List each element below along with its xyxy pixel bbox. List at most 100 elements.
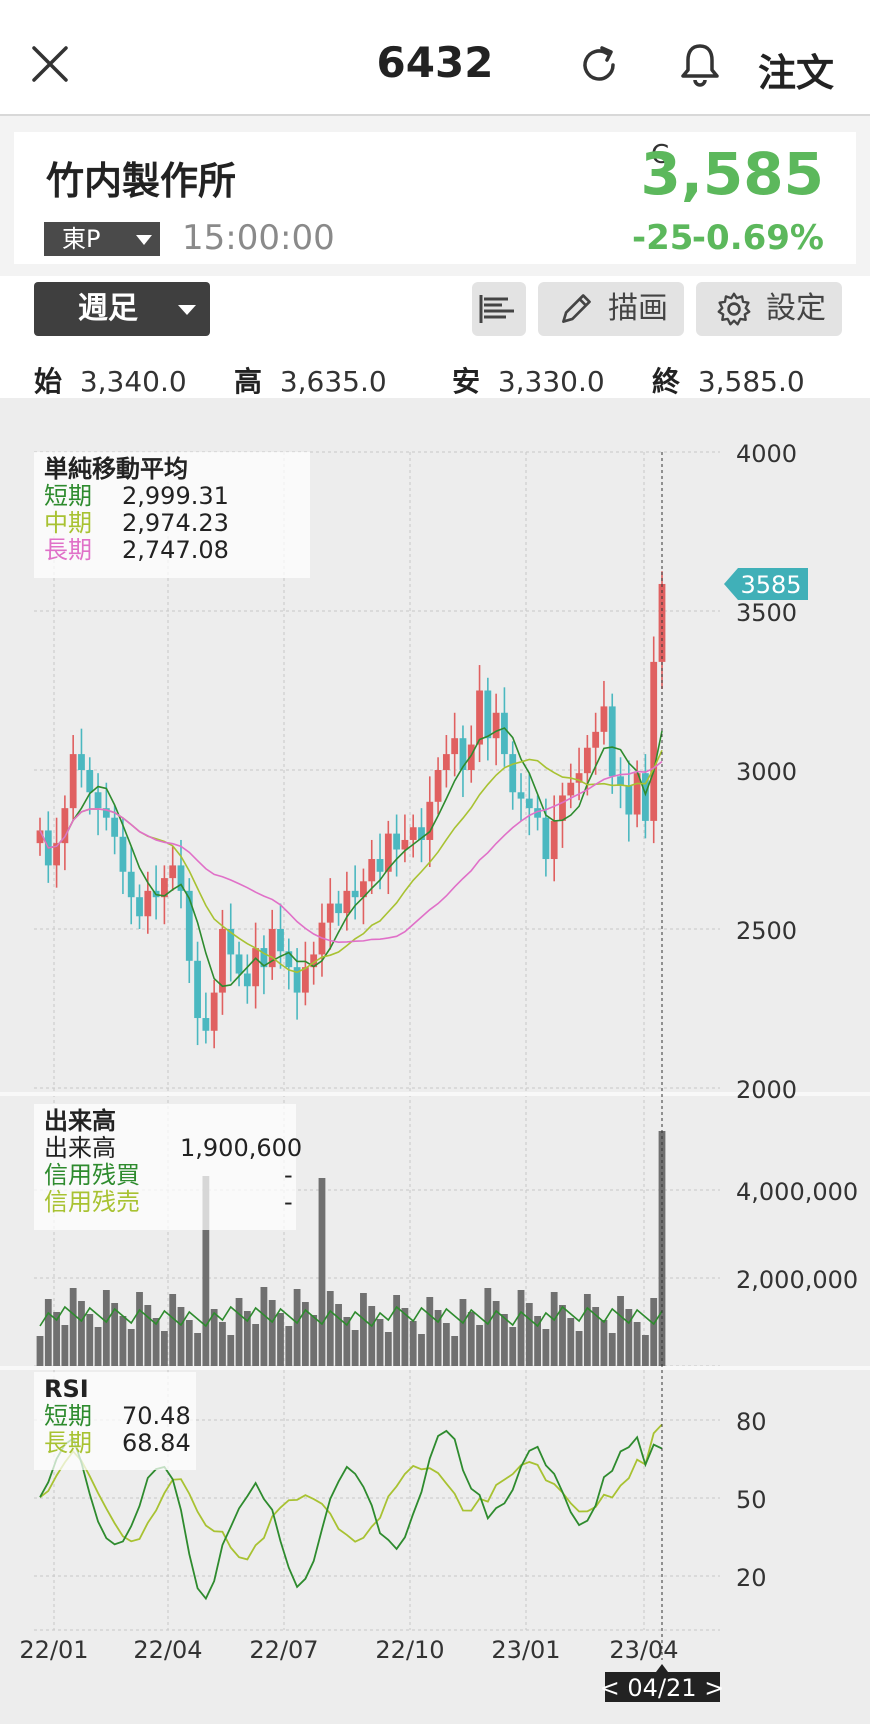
volume-bar — [293, 1289, 301, 1366]
candle-body — [451, 738, 459, 755]
volume-bar — [235, 1298, 243, 1366]
close-icon[interactable] — [28, 42, 72, 86]
candle-body — [252, 948, 260, 987]
candle-body — [418, 827, 425, 840]
candle-body — [360, 881, 367, 898]
volume-bar — [252, 1324, 260, 1366]
reload-icon[interactable] — [578, 44, 620, 86]
x-tick-label: 23/04 — [609, 1636, 678, 1664]
candle-body — [127, 871, 135, 898]
candle-body — [501, 712, 508, 755]
x-tick-label: 22/10 — [375, 1636, 444, 1664]
candle-body — [376, 859, 384, 872]
candle-body — [368, 859, 376, 882]
candle-body — [335, 903, 342, 914]
volume-bar — [650, 1298, 658, 1366]
volume-bar — [600, 1320, 608, 1366]
volume-bar — [343, 1317, 351, 1366]
volume-bar — [550, 1292, 558, 1366]
candle-body — [144, 890, 152, 917]
x-tick-label: 22/07 — [249, 1636, 318, 1664]
candle-body — [53, 843, 60, 866]
candle-body — [492, 712, 500, 739]
candle-body — [102, 808, 110, 818]
volume-bar — [426, 1297, 434, 1366]
candle-body — [243, 973, 251, 987]
draw-label: 描画 — [608, 291, 668, 326]
candle-body — [78, 754, 85, 770]
volume-bar — [559, 1305, 566, 1366]
rsi-legend-title: RSI — [44, 1375, 89, 1403]
volume-bar — [335, 1304, 342, 1366]
volume-row: 出来高 1,900,600 — [44, 1134, 303, 1162]
volume-bar — [451, 1336, 459, 1366]
pencil-icon — [562, 294, 591, 323]
chart-area[interactable] — [0, 398, 870, 1724]
candle-body — [293, 967, 301, 993]
volume-bar — [401, 1308, 409, 1366]
price-tick-label: 2000 — [736, 1076, 797, 1104]
candle-body — [409, 827, 417, 840]
volume-bar — [44, 1299, 52, 1366]
x-tick-label: 23/01 — [491, 1636, 560, 1664]
candle-body — [301, 967, 309, 993]
volume-bar — [525, 1303, 533, 1366]
candle-body — [343, 890, 351, 914]
caret-down-icon — [178, 305, 196, 315]
candle-body — [202, 1018, 210, 1031]
volume-bar — [318, 1178, 326, 1366]
candle-body — [351, 890, 359, 898]
order-button[interactable]: 注文 — [758, 51, 835, 95]
volume-bar — [509, 1327, 517, 1366]
market-selector[interactable]: 東P — [44, 222, 160, 256]
ohlc-open: 始 3,340.0 — [34, 365, 187, 398]
volume-legend-title: 出来高 — [44, 1107, 116, 1135]
candle-body — [268, 929, 276, 968]
cursor-date-label: < 04/21 > — [600, 1674, 725, 1702]
volume-bar — [459, 1299, 467, 1366]
rsi-short-row: 短期 70.48 — [44, 1402, 191, 1430]
volume-bar — [310, 1315, 318, 1366]
volume-bar — [53, 1312, 60, 1366]
volume-bar — [243, 1311, 251, 1366]
period-label: 週足 — [78, 291, 138, 326]
candle-body — [169, 865, 177, 879]
volume-bar — [111, 1303, 119, 1366]
ma-legend: 単純移動平均 短期 2,999.31 中期 2,974.23 長期 2,747.08 — [34, 452, 310, 578]
bell-icon[interactable] — [678, 42, 722, 88]
candle-body — [559, 795, 566, 821]
candle-body — [69, 754, 77, 809]
volume-bar — [575, 1331, 583, 1366]
candle-body — [525, 798, 533, 809]
volume-bar — [467, 1312, 475, 1366]
volume-tick-label: 4,000,000 — [736, 1178, 858, 1206]
close-flag: C — [651, 140, 670, 170]
settings-button[interactable]: 設定 — [696, 282, 842, 336]
candle-body — [517, 792, 525, 799]
settings-label: 設定 — [766, 291, 826, 326]
candle-body — [401, 839, 409, 850]
volume-bar — [127, 1329, 135, 1366]
volume-bar — [409, 1321, 417, 1366]
volume-bar — [384, 1332, 392, 1366]
volume-bar — [476, 1325, 483, 1366]
candle-body — [434, 770, 442, 802]
volume-bar — [418, 1334, 425, 1366]
indicator-list-button[interactable] — [472, 282, 526, 336]
cursor-date-box — [605, 1664, 720, 1702]
price-change-percent: -0.69% — [691, 218, 824, 258]
period-selector[interactable]: 週足 — [34, 282, 210, 336]
ma-long-line — [39, 760, 663, 944]
price-tick-label: 4000 — [736, 440, 797, 468]
company-name: 竹内製作所 — [46, 159, 237, 203]
volume-bar — [501, 1314, 508, 1366]
volume-ma-line — [39, 1305, 663, 1328]
volume-bar — [567, 1318, 575, 1366]
draw-button[interactable]: 描画 — [538, 282, 684, 336]
candle-body — [592, 731, 600, 748]
candle-body — [575, 773, 583, 783]
volume-bar — [617, 1296, 624, 1366]
ohlc-high: 高 3,635.0 — [234, 365, 387, 398]
candle-body — [600, 706, 608, 732]
